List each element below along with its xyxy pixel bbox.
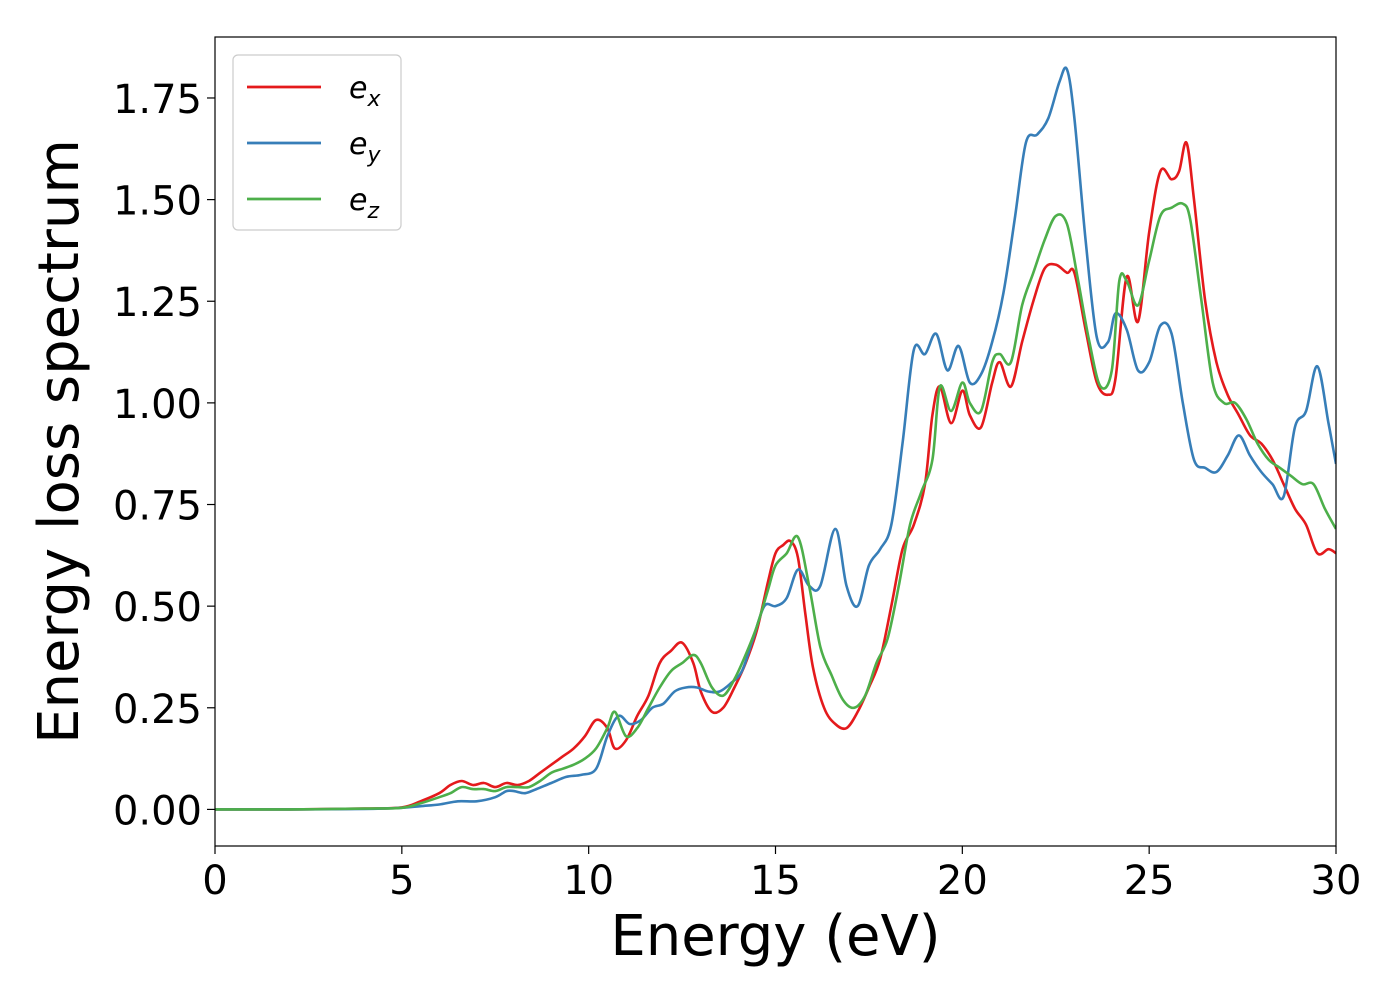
y-tick-label: 1.25 — [113, 280, 202, 326]
x-tick-label: 0 — [202, 858, 227, 904]
x-tick-label: 5 — [389, 858, 414, 904]
x-tick-label: 15 — [750, 858, 801, 904]
x-axis-title: Energy (eV) — [610, 904, 940, 969]
y-tick-label: 1.50 — [113, 179, 202, 225]
plot-series-group — [215, 66, 1336, 811]
y-tick-label: 1.00 — [113, 382, 202, 428]
x-tick-label: 10 — [563, 858, 614, 904]
legend-label-x: ex — [349, 71, 381, 112]
y-axis-ticks: 0.00 0.25 0.50 0.75 1.00 1.25 1.50 1.75 — [113, 77, 215, 834]
x-axis-ticks: 0 5 10 15 20 25 30 — [202, 846, 1361, 904]
y-tick-label: 0.50 — [113, 585, 202, 631]
legend: ex ey ez — [232, 54, 402, 231]
y-axis-title: Energy loss spectrum — [27, 139, 92, 744]
x-tick-label: 25 — [1124, 858, 1175, 904]
legend-label-y: ey — [349, 127, 381, 168]
y-tick-label: 0.25 — [113, 687, 202, 733]
series-line-y — [215, 66, 1336, 811]
legend-label-z: ez — [349, 183, 379, 224]
x-tick-label: 30 — [1311, 858, 1362, 904]
series-line-z — [215, 201, 1336, 811]
y-tick-label: 0.00 — [113, 788, 202, 834]
y-tick-label: 0.75 — [113, 484, 202, 530]
x-tick-label: 20 — [937, 858, 988, 904]
y-tick-label: 1.75 — [113, 77, 202, 123]
